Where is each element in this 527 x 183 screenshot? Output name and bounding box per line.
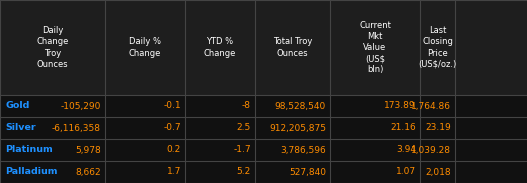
- Text: 912,205,875: 912,205,875: [269, 124, 326, 132]
- Text: 21.16: 21.16: [391, 124, 416, 132]
- Text: Gold: Gold: [5, 102, 30, 111]
- Text: 3,786,596: 3,786,596: [280, 145, 326, 154]
- Text: 1,764.86: 1,764.86: [411, 102, 451, 111]
- Text: -0.7: -0.7: [163, 124, 181, 132]
- Text: Total Troy
Ounces: Total Troy Ounces: [273, 38, 312, 57]
- Text: Platinum: Platinum: [5, 145, 53, 154]
- Text: Palladium: Palladium: [5, 167, 57, 176]
- Bar: [0, 95, 527, 117]
- Bar: [0, 0, 527, 95]
- Text: 98,528,540: 98,528,540: [275, 102, 326, 111]
- Text: 2.5: 2.5: [237, 124, 251, 132]
- Text: 1.7: 1.7: [167, 167, 181, 176]
- Text: 1.07: 1.07: [396, 167, 416, 176]
- Text: Last
Closing
Price
(US$/oz.): Last Closing Price (US$/oz.): [418, 26, 456, 69]
- Text: -6,116,358: -6,116,358: [52, 124, 101, 132]
- Text: 1,039.28: 1,039.28: [411, 145, 451, 154]
- Text: 8,662: 8,662: [75, 167, 101, 176]
- Text: 0.2: 0.2: [167, 145, 181, 154]
- Text: 3.94: 3.94: [396, 145, 416, 154]
- Text: 23.19: 23.19: [425, 124, 451, 132]
- Text: -8: -8: [242, 102, 251, 111]
- Text: YTD %
Change: YTD % Change: [204, 38, 236, 57]
- Text: 5.2: 5.2: [237, 167, 251, 176]
- Text: Silver: Silver: [5, 124, 36, 132]
- Bar: [0, 117, 527, 139]
- Text: 5,978: 5,978: [75, 145, 101, 154]
- Text: 2,018: 2,018: [425, 167, 451, 176]
- Text: Daily
Change
Troy
Ounces: Daily Change Troy Ounces: [36, 26, 69, 69]
- Bar: [0, 139, 527, 161]
- Text: 527,840: 527,840: [289, 167, 326, 176]
- Text: -1.7: -1.7: [233, 145, 251, 154]
- Text: 173.89: 173.89: [384, 102, 416, 111]
- Text: Daily %
Change: Daily % Change: [129, 38, 161, 57]
- Text: -0.1: -0.1: [163, 102, 181, 111]
- Text: -105,290: -105,290: [61, 102, 101, 111]
- Bar: [0, 161, 527, 183]
- Text: Current
Mkt
Value
(US$
bln): Current Mkt Value (US$ bln): [359, 21, 391, 74]
